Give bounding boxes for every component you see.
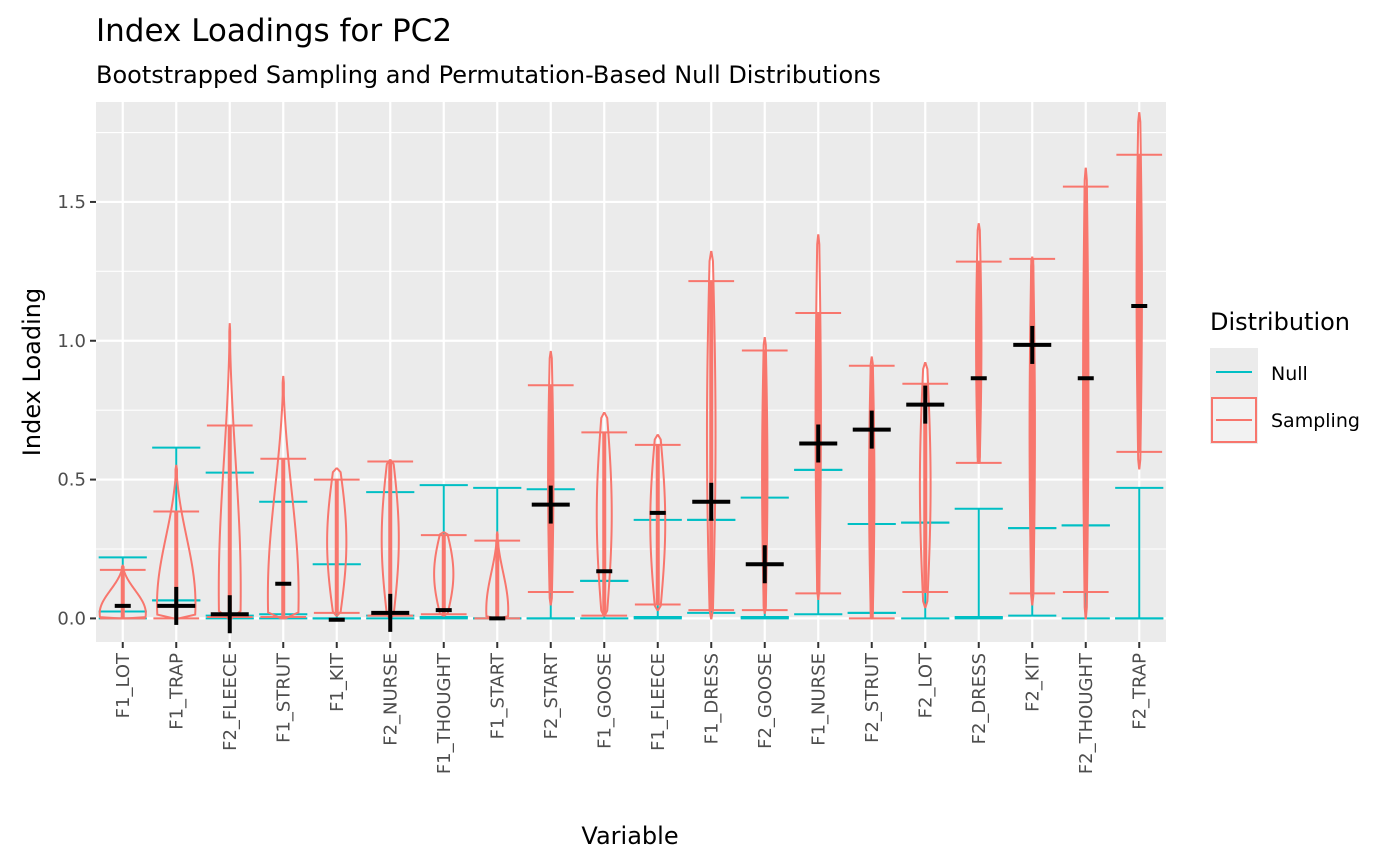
sampling-interval — [634, 443, 681, 606]
x-tick-label: F2_STRUT — [862, 652, 883, 743]
y-tick-label: 1.5 — [57, 192, 86, 213]
sampling-interval — [955, 260, 1002, 464]
sampling-interval — [260, 457, 307, 619]
x-tick-label: F1_THOUGHT — [434, 652, 455, 774]
sampling-interval — [1009, 257, 1056, 595]
sampling-violin — [1135, 112, 1143, 470]
x-tick-label: F1_NURSE — [808, 653, 829, 746]
sampling-interval — [99, 568, 146, 620]
chart-title: Index Loadings for PC2 — [96, 13, 452, 49]
sampling-violin — [1082, 167, 1090, 620]
sampling-violin — [156, 464, 197, 620]
sampling-interval — [1116, 153, 1163, 453]
sampling-intervals — [99, 153, 1163, 620]
x-tick-label: F1_LOT — [113, 652, 134, 718]
observed-plus-marker — [799, 424, 838, 463]
legend: Distribution Null Sampling — [1210, 308, 1360, 444]
observed-plus-marker — [745, 545, 784, 584]
null-interval — [954, 507, 1003, 620]
sampling-violin — [266, 375, 300, 620]
sampling-violin — [975, 223, 983, 464]
sampling-violin — [868, 356, 876, 620]
x-tick-label: F1_FLEECE — [648, 653, 669, 751]
sampling-interval — [420, 534, 467, 616]
sampling-violin — [595, 411, 613, 617]
sampling-interval — [313, 478, 360, 614]
x-tick-label: F2_START — [541, 652, 562, 739]
observed-plus-marker — [531, 485, 570, 524]
x-tick-label: F2_FLEECE — [220, 653, 241, 751]
observed-plus-marker — [906, 385, 945, 424]
x-tick-label: F1_GOOSE — [594, 653, 615, 749]
x-tick-label: F2_NURSE — [380, 653, 401, 746]
x-axis: F1_LOT F1_TRAP F2_FLEECE F1_STRUT F1_KIT F2_N… — [113, 642, 1150, 774]
sampling-violin — [433, 531, 455, 617]
sampling-violin — [485, 531, 510, 620]
null-interval — [1115, 486, 1164, 620]
sampling-interval — [688, 280, 735, 612]
x-tick-label: F2_GOOSE — [755, 653, 776, 749]
observed-plus-marker — [1013, 325, 1052, 364]
y-axis-title: Index Loading — [18, 288, 46, 456]
observed-plus-marker — [852, 410, 891, 449]
observed-plus-marker — [157, 586, 196, 625]
sampling-violin — [326, 467, 348, 617]
sampling-interval — [848, 364, 895, 620]
observed-markers — [114, 304, 1148, 634]
x-tick-label: F2_THOUGHT — [1076, 652, 1097, 774]
x-tick-label: F1_START — [487, 652, 508, 739]
plot-panel — [96, 102, 1166, 642]
x-tick-label: F1_KIT — [327, 652, 348, 712]
sampling-violin — [217, 323, 242, 620]
sampling-violin — [98, 564, 147, 620]
x-axis-title: Variable — [581, 822, 678, 850]
x-tick-label: F2_DRESS — [969, 653, 990, 744]
x-tick-label: F1_TRAP — [166, 653, 187, 730]
x-tick-label: F2_TRAP — [1129, 653, 1150, 730]
sampling-violin — [547, 350, 555, 606]
sampling-violin — [918, 361, 932, 609]
legend-label-null: Null — [1271, 363, 1308, 385]
sampling-violin — [814, 234, 822, 600]
observed-plus-marker — [210, 595, 249, 634]
observed-plus-marker — [371, 593, 410, 632]
x-tick-label: F2_KIT — [1022, 652, 1043, 712]
y-tick-label: 0.0 — [57, 608, 86, 629]
legend-item-null: Null — [1210, 348, 1308, 396]
legend-label-sampling: Sampling — [1271, 410, 1360, 432]
sampling-violin — [649, 434, 667, 612]
chart-subtitle: Bootstrapped Sampling and Permutation-Ba… — [96, 61, 881, 89]
y-tick-label: 0.5 — [57, 470, 86, 491]
legend-item-sampling: Sampling — [1210, 396, 1360, 444]
sampling-interval — [1062, 185, 1109, 594]
x-tick-label: F1_DRESS — [701, 653, 722, 744]
y-tick-label: 1.0 — [57, 331, 86, 352]
sampling-violin — [761, 336, 769, 614]
y-axis: 0.0 0.5 1.0 1.5 — [57, 192, 96, 629]
sampling-violin — [1028, 256, 1036, 606]
sampling-violin — [380, 459, 400, 620]
x-tick-label: F1_STRUT — [273, 652, 294, 743]
sampling-violins — [98, 112, 1143, 620]
sampling-interval — [581, 431, 628, 617]
x-tick-label: F2_LOT — [915, 652, 936, 718]
legend-title: Distribution — [1210, 308, 1350, 336]
observed-plus-marker — [692, 482, 731, 521]
